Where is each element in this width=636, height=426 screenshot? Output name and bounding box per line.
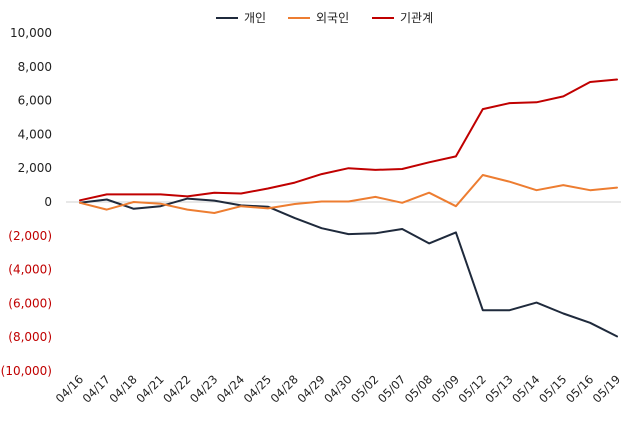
y-tick-label: 10,000 bbox=[10, 26, 52, 40]
x-tick-label: 05/07 bbox=[375, 372, 408, 405]
x-tick-label: 04/28 bbox=[268, 372, 301, 405]
series-layer bbox=[79, 78, 618, 338]
legend-label: 기관계 bbox=[400, 11, 433, 25]
x-tick-label: 04/22 bbox=[160, 372, 193, 405]
y-tick-label: 2,000 bbox=[18, 161, 52, 175]
series-line bbox=[79, 174, 618, 214]
x-tick-label: 05/08 bbox=[402, 372, 435, 405]
x-tick-label: 04/18 bbox=[106, 372, 139, 405]
x-tick-label: 04/21 bbox=[133, 372, 166, 405]
x-tick-label: 05/19 bbox=[590, 372, 623, 405]
x-tick-label: 04/16 bbox=[53, 372, 86, 405]
x-tick-label: 04/30 bbox=[321, 372, 354, 405]
x-tick-label: 04/23 bbox=[187, 372, 220, 405]
x-tick-label: 05/02 bbox=[348, 372, 381, 405]
legend-label: 개인 bbox=[244, 11, 266, 25]
y-tick-label: 6,000 bbox=[18, 94, 52, 108]
series-line bbox=[79, 197, 618, 338]
x-tick-label: 04/29 bbox=[294, 372, 327, 405]
y-tick-label: (4,000) bbox=[8, 263, 52, 277]
x-tick-label: 04/25 bbox=[241, 372, 274, 405]
y-tick-label: (8,000) bbox=[8, 330, 52, 344]
x-tick-label: 05/09 bbox=[429, 372, 462, 405]
x-tick-label: 05/14 bbox=[509, 372, 542, 405]
y-axis: (10,000) (8,000) (6,000) (4,000) (2,000) 0 2,0… bbox=[1, 26, 52, 378]
chart-legend: 개인 외국인 기관계 bbox=[216, 11, 433, 25]
series-line bbox=[79, 78, 618, 202]
x-tick-label: 04/17 bbox=[80, 372, 113, 405]
legend-label: 외국인 bbox=[316, 11, 349, 25]
y-tick-label: 8,000 bbox=[18, 60, 52, 74]
x-axis: 04/1604/1704/1804/2104/2204/2304/2404/25… bbox=[53, 372, 623, 405]
x-tick-label: 05/13 bbox=[482, 372, 515, 405]
x-tick-label: 05/15 bbox=[536, 372, 569, 405]
y-tick-label: (6,000) bbox=[8, 296, 52, 310]
y-tick-label: 4,000 bbox=[18, 127, 52, 141]
y-tick-label: (10,000) bbox=[1, 364, 52, 378]
y-tick-label: (2,000) bbox=[8, 229, 52, 243]
x-tick-label: 04/24 bbox=[214, 372, 247, 405]
x-tick-label: 05/16 bbox=[563, 372, 596, 405]
x-tick-label: 05/12 bbox=[456, 372, 489, 405]
y-tick-label: 0 bbox=[44, 195, 52, 209]
